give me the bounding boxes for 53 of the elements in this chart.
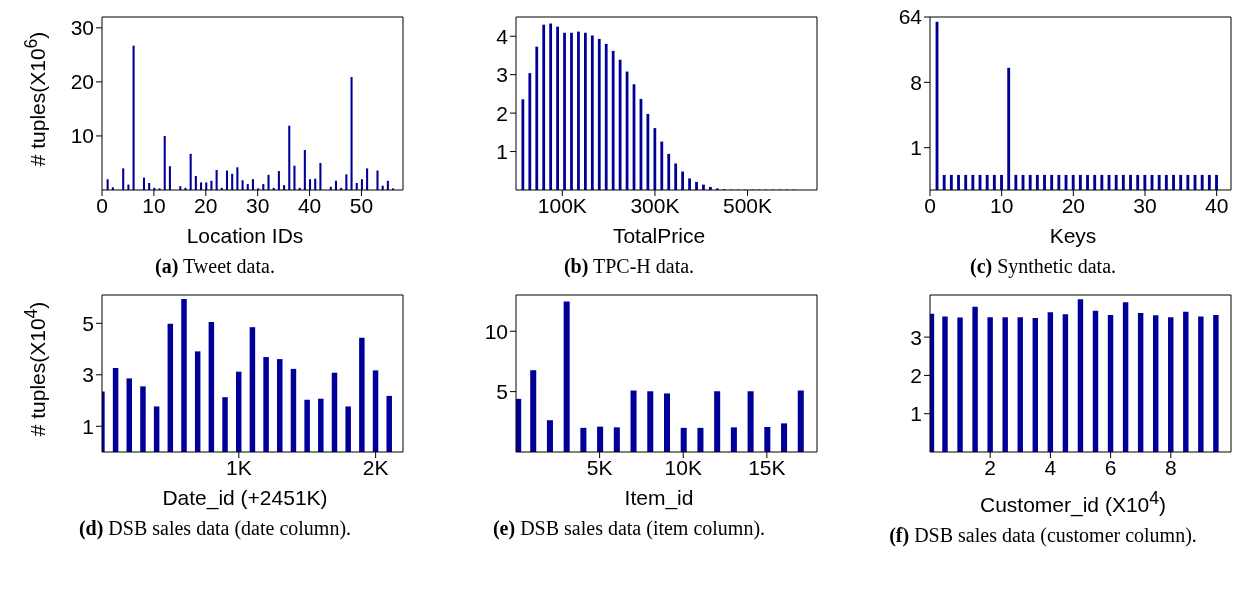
x-tick-label: 500K [723,193,773,217]
y-tick-label: 5 [82,311,94,335]
x-axis-title: Keys [1049,224,1097,248]
y-tick-label: 3 [910,325,922,349]
text: (b) TPC-H data. [562,254,696,278]
x-axis-title: TotalPrice [612,224,706,248]
x-tick-label: 4 [1044,455,1057,479]
x-tick-label: 50 [349,193,374,217]
text: (e) DSB sales data (item column). [491,516,767,540]
y-tick-label: 30 [70,16,94,40]
x-tick-label: 1K [225,455,252,479]
x-tick-label: 30 [246,193,270,217]
x-tick-label: 100K [537,193,587,217]
x-axis-title: Customer_id (X10$^{4}$) [980,487,1166,517]
y-tick-label: 64 [898,5,923,29]
y-tick-label: 3 [496,63,508,87]
y-tick-label: 1 [82,414,94,438]
x-tick-label: 2 [984,455,997,479]
x-tick-label: 20 [194,193,218,217]
y-tick-label: 2 [910,363,922,387]
y-tick-label: 1 [496,140,508,164]
x-tick-label: 2K [362,455,389,479]
y-tick-label: 2 [496,101,508,125]
y-tick-label: 8 [910,70,922,94]
text: (f) DSB sales data (customer column). [888,523,1198,547]
x-tick-label: 10 [142,193,166,217]
x-tick-label: 0 [924,193,936,217]
x-tick-label: 20 [1061,193,1086,217]
y-tick-label: 10 [70,124,94,148]
x-axis-title: Date_id (+2451K) [162,486,328,510]
x-axis-title: Location IDs [186,224,304,248]
x-tick-label: 40 [1204,193,1229,217]
text: (c) Synthetic data. [968,254,1118,278]
x-tick-label: 10K [664,455,702,479]
x-tick-label: 0 [96,193,108,217]
x-tick-label: 6 [1104,455,1117,479]
x-tick-label: 10 [989,193,1014,217]
y-tick-label: 1 [910,402,922,426]
y-tick-label: 10 [484,319,508,343]
text: (d) DSB sales data (date column). [77,516,353,540]
x-tick-label: 8 [1164,455,1177,479]
x-axis-title: Item_id [624,486,694,510]
text: (a) Tweet data. [154,254,276,278]
y-tick-label: 3 [82,363,94,387]
x-tick-label: 40 [297,193,322,217]
x-tick-label: 5K [586,455,613,479]
x-tick-label: 15K [748,455,786,479]
y-tick-label: 5 [496,380,508,404]
y-tick-label: 1 [910,136,922,160]
x-tick-label: 300K [630,193,680,217]
x-tick-label: 30 [1133,193,1157,217]
y-tick-label: 20 [70,70,94,94]
y-tick-label: 4 [496,24,509,48]
